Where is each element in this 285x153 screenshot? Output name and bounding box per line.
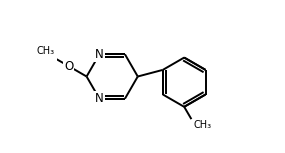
Text: N: N [95, 92, 104, 105]
Text: CH₃: CH₃ [36, 46, 54, 56]
Text: CH₃: CH₃ [194, 120, 212, 130]
Text: N: N [95, 48, 104, 61]
Text: O: O [64, 60, 73, 73]
